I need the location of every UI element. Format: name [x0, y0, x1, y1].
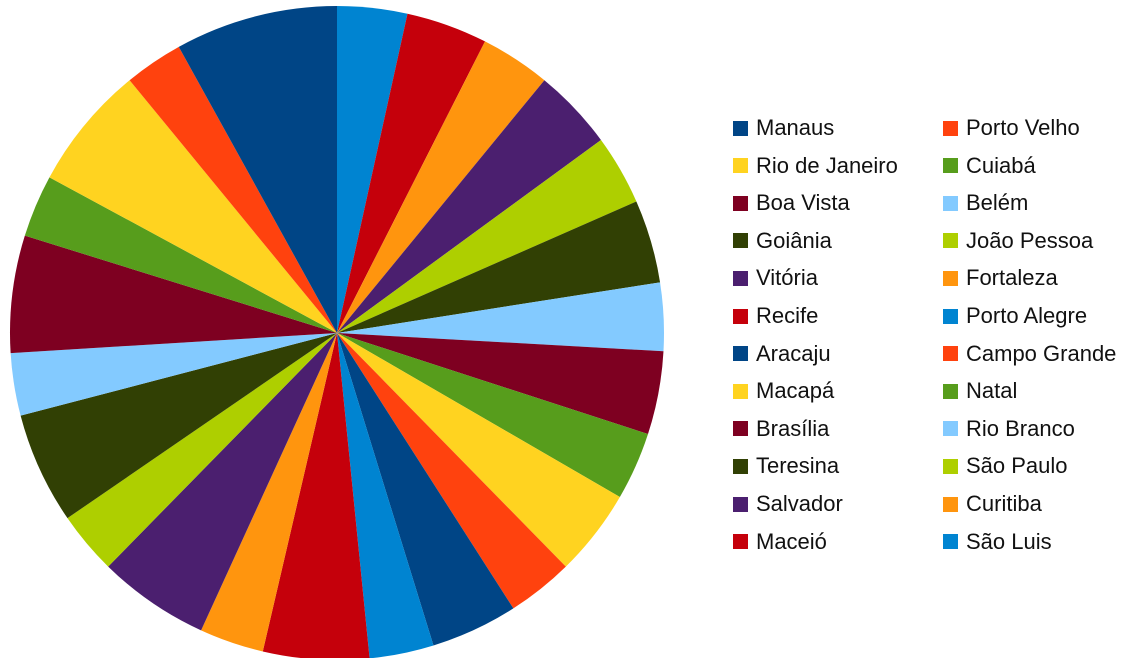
- legend-label: Goiânia: [756, 227, 832, 253]
- legend-label: Manaus: [756, 115, 835, 140]
- pie-slice-7: [337, 333, 620, 567]
- pie-slice-12: [129, 46, 337, 333]
- legend-label: Belém: [966, 190, 1029, 216]
- legend-item: São Luis: [943, 528, 1052, 556]
- legend-item: Manaus: [733, 114, 834, 142]
- legend-label: Salvador: [756, 491, 843, 516]
- pie-slice-20: [337, 282, 664, 352]
- pie-slice-14: [10, 333, 338, 416]
- legend-item: Curitiba: [943, 490, 1042, 518]
- legend-item: Campo Grande: [943, 340, 1116, 368]
- legend-swatch: [733, 383, 748, 399]
- legend-label: Macapá: [756, 378, 835, 404]
- legend-item: Aracaju: [733, 340, 831, 368]
- pie-slice-9: [337, 201, 661, 333]
- legend-item: Recife: [733, 302, 818, 330]
- legend-item: Porto Velho: [943, 114, 1080, 142]
- pie-slice-18: [337, 333, 566, 609]
- legend-label: São Paulo: [966, 453, 1068, 479]
- pie-slice-13: [24, 177, 338, 333]
- pie-slice-22: [337, 41, 545, 334]
- legend-item: Maceió: [733, 528, 827, 556]
- legend-swatch: [943, 195, 958, 211]
- legend-swatch: [733, 233, 748, 249]
- pie-slice-16: [201, 333, 337, 652]
- legend-label: São Luis: [966, 528, 1052, 554]
- legend-label: Maceió: [756, 528, 827, 554]
- legend-swatch: [733, 120, 748, 136]
- legend-label: Rio de Janeiro: [756, 152, 898, 178]
- legend-swatch: [943, 458, 958, 474]
- legend-swatch: [733, 158, 748, 174]
- legend-item: Teresina: [733, 452, 839, 480]
- legend-swatch: [733, 308, 748, 324]
- legend-swatch: [943, 233, 958, 249]
- pie-slice-21: [337, 140, 637, 333]
- legend-label: Porto Velho: [966, 115, 1080, 140]
- legend-item: Goiânia: [733, 227, 832, 255]
- legend-swatch: [943, 383, 958, 399]
- pie-slice-15: [67, 333, 337, 567]
- legend-swatch: [733, 346, 748, 362]
- pie-slice-2: [9, 235, 337, 354]
- legend-item: João Pessoa: [943, 227, 1093, 255]
- legend-item: Fortaleza: [943, 264, 1058, 292]
- legend-item: Rio Branco: [943, 415, 1075, 443]
- legend-label: Rio Branco: [966, 415, 1075, 441]
- pie-slice-19: [337, 333, 648, 498]
- legend-swatch: [733, 195, 748, 211]
- legend-swatch: [943, 496, 958, 512]
- pie-chart: [9, 5, 664, 658]
- legend-swatch: [943, 120, 958, 136]
- legend-label: Curitiba: [966, 491, 1042, 516]
- pie-slice-23: [337, 6, 408, 333]
- legend-swatch: [943, 308, 958, 324]
- legend-swatch: [733, 421, 748, 437]
- pie-slice-11: [337, 13, 486, 333]
- legend-swatch: [943, 534, 958, 550]
- pie-slice-5: [262, 333, 370, 658]
- legend-item: Brasília: [733, 415, 829, 443]
- legend-item: Rio de Janeiro: [733, 152, 898, 180]
- legend-label: Vitória: [756, 265, 818, 291]
- legend-swatch: [733, 458, 748, 474]
- legend-item: São Paulo: [943, 452, 1068, 480]
- legend-label: Teresina: [756, 453, 840, 479]
- legend-item: Cuiabá: [943, 152, 1036, 180]
- legend-label: Fortaleza: [966, 265, 1058, 291]
- legend-swatch: [943, 270, 958, 286]
- legend-swatch: [943, 346, 958, 362]
- pie-slice-0: [178, 5, 337, 333]
- legend-swatch: [733, 534, 748, 550]
- legend-item: Porto Alegre: [943, 302, 1087, 330]
- pie-slice-10: [337, 80, 601, 333]
- legend-swatch: [733, 496, 748, 512]
- pie-slice-17: [337, 333, 434, 658]
- pie-slice-4: [108, 333, 337, 631]
- legend-item: Vitória: [733, 264, 818, 292]
- legend-label: João Pessoa: [966, 227, 1094, 253]
- legend-item: Salvador: [733, 490, 843, 518]
- legend-label: Boa Vista: [756, 190, 850, 216]
- legend-label: Brasília: [756, 415, 830, 441]
- legend-item: Boa Vista: [733, 189, 850, 217]
- pie-slice-6: [337, 333, 514, 646]
- legend-label: Campo Grande: [966, 340, 1117, 366]
- legend-swatch: [733, 270, 748, 286]
- legend-swatch: [943, 421, 958, 437]
- pie-slice-8: [337, 333, 664, 435]
- legend-label: Aracaju: [756, 340, 831, 366]
- legend-item: Macapá: [733, 377, 834, 405]
- pie-slice-3: [20, 333, 338, 519]
- pie-slice-1: [49, 80, 337, 333]
- legend-swatch: [943, 158, 958, 174]
- legend-label: Cuiabá: [966, 152, 1036, 178]
- legend-label: Natal: [966, 378, 1018, 404]
- legend-item: Natal: [943, 377, 1017, 405]
- legend-item: Belém: [943, 189, 1028, 217]
- legend-label: Recife: [756, 303, 819, 328]
- legend-label: Porto Alegre: [966, 303, 1088, 328]
